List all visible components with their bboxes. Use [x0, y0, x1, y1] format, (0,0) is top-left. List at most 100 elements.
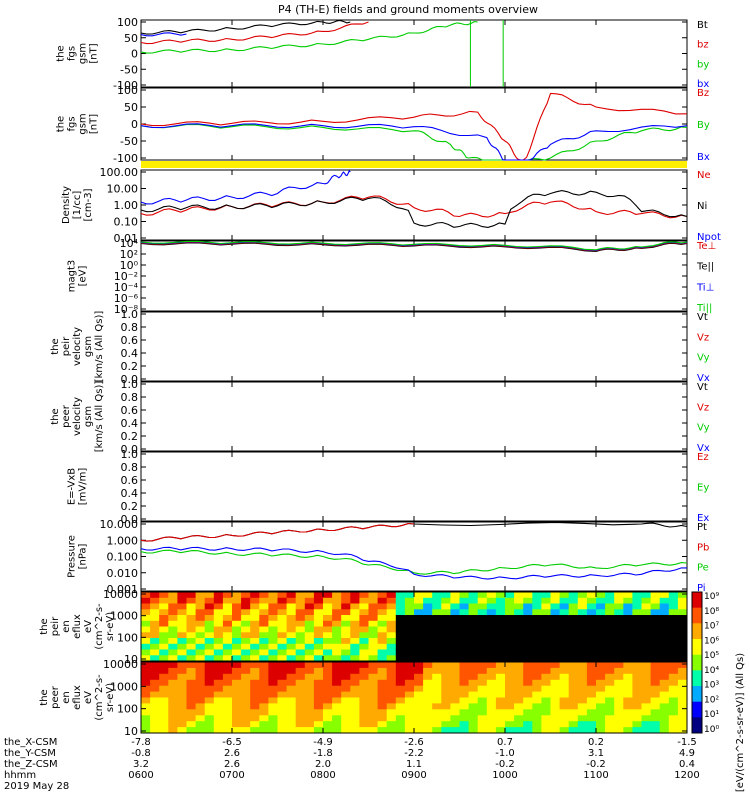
y-axis-label: thefgsgsm[nT] — [56, 43, 100, 64]
spectrogram-cell — [150, 638, 160, 645]
spectrogram-cell — [250, 603, 260, 610]
spectrogram-cell — [532, 615, 542, 622]
spectrogram-cell — [195, 679, 206, 687]
spectrogram-cell — [195, 643, 206, 651]
spectrogram-cell — [450, 721, 460, 728]
spectrogram-cell — [159, 603, 169, 610]
spectrogram-cell — [177, 620, 187, 628]
spectrogram-cell — [414, 721, 424, 728]
spectrogram-cell — [614, 709, 624, 716]
spectrogram-cell — [177, 662, 187, 669]
spectrogram-cell — [232, 727, 242, 734]
spectrogram-cell — [414, 715, 424, 722]
spectrogram-cell — [486, 691, 497, 698]
spectrogram-cell — [495, 727, 506, 734]
spectrogram-cell — [423, 649, 433, 656]
spectrogram-cell — [195, 715, 206, 722]
spectrogram-cell — [350, 655, 360, 662]
colorbar-tick-label: 10⁹ — [704, 592, 719, 602]
spectrogram-cell — [677, 691, 688, 698]
spectrogram-cell — [395, 597, 406, 605]
spectrogram-cell — [222, 709, 233, 716]
spectrogram-cell — [632, 662, 642, 669]
spectrogram-cell — [450, 673, 460, 681]
spectrogram-cell — [495, 649, 506, 656]
spectrogram-cell — [523, 715, 533, 722]
spectrogram-cell — [232, 632, 242, 639]
spectrogram-cell — [495, 697, 506, 704]
spectrogram-cell — [459, 721, 470, 728]
spectrogram-cell — [159, 685, 169, 693]
spectrogram-cell — [432, 662, 442, 669]
y-axis-label-line: magt3 — [67, 260, 78, 293]
y-tick-label: 10000 — [103, 658, 138, 671]
spectrogram-cell — [559, 592, 570, 599]
spectrogram-cell — [505, 626, 515, 633]
x-row-label: the_Z-CSM — [4, 759, 58, 770]
spectrogram-cell — [222, 626, 233, 633]
spectrogram-cell — [141, 727, 151, 734]
spectrogram-cell — [350, 709, 360, 716]
spectrogram-cell — [668, 655, 679, 662]
spectrogram-cell — [623, 721, 633, 728]
spectrogram-cell — [195, 709, 206, 716]
spectrogram-cell — [168, 592, 178, 599]
spectrogram-cell — [332, 662, 342, 669]
x-axis-value: 0600 — [128, 770, 153, 781]
spectrogram-cell — [541, 603, 551, 610]
spectrogram-cell — [277, 685, 288, 693]
spectrogram-cell — [632, 673, 642, 681]
spectrogram-cell — [532, 649, 542, 656]
spectrogram-cell — [605, 638, 615, 645]
spectrogram-cell — [159, 655, 169, 662]
spectrogram-cell — [414, 638, 424, 645]
spectrogram-cell — [495, 603, 506, 610]
spectrogram-cell — [523, 609, 533, 616]
spectrogram-cell — [250, 685, 260, 693]
spectrogram-cell — [641, 603, 652, 610]
x-axis-value: 3.1 — [588, 748, 604, 759]
spectrogram-cell — [568, 727, 579, 734]
spectrogram-cell — [332, 620, 342, 628]
spectrogram-cell — [614, 667, 624, 675]
spectrogram-cell — [641, 632, 652, 639]
spectrogram-cell — [614, 721, 624, 728]
spectrogram-cell — [377, 673, 388, 681]
spectrogram-cell — [577, 697, 588, 704]
spectrogram-cell — [432, 620, 442, 628]
series-T0 — [140, 242, 688, 252]
spectrogram-cell — [550, 673, 561, 681]
spectrogram-cell — [404, 592, 415, 599]
y-axis-label-line: E=-VxB — [67, 468, 78, 505]
spectrogram-cell — [641, 649, 652, 656]
spectrogram-cell — [586, 721, 597, 728]
spectrogram-cell — [386, 667, 397, 675]
spectrogram-cell — [295, 727, 306, 734]
spectrogram-cell — [377, 609, 388, 616]
spectrogram-cell — [596, 638, 606, 645]
y-tick-label: 100 — [117, 84, 138, 97]
spectrogram-cell — [632, 597, 642, 605]
spectrogram-cell — [659, 715, 670, 722]
spectrogram-cell — [532, 632, 542, 639]
spectrogram-cell — [441, 697, 451, 704]
spectrogram-cell — [568, 603, 579, 610]
spectrogram-cell — [341, 649, 351, 656]
x-axis-value: 1100 — [583, 770, 608, 781]
spectrogram-cell — [650, 620, 661, 628]
spectrogram-cell — [377, 655, 388, 662]
spectrogram-cell — [186, 679, 197, 687]
spectrogram-cell — [386, 615, 397, 622]
spectrogram-cell — [632, 620, 642, 628]
spectrogram-cell — [332, 715, 342, 722]
spectrogram-cell — [523, 655, 533, 662]
spectrogram-cell — [277, 632, 288, 639]
spectrogram-cell — [141, 709, 151, 716]
spectrogram-cell — [541, 643, 551, 651]
spectrogram-cell — [268, 709, 278, 716]
spectrogram-cell — [323, 649, 333, 656]
spectrogram-cell — [222, 721, 233, 728]
spectrogram-cell — [605, 620, 615, 628]
legend-Vx: Vx — [697, 373, 710, 384]
